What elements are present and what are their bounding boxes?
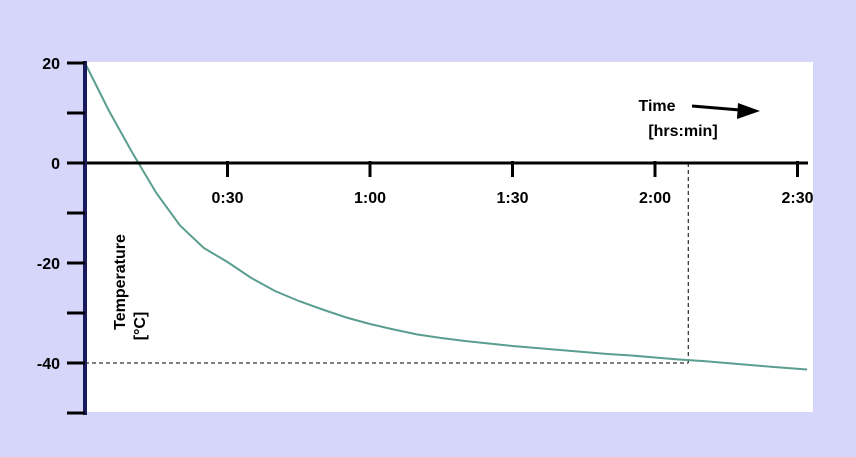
x-axis-label-line2: [hrs:min]	[648, 123, 717, 140]
y-axis-label-line2: [°C]	[132, 312, 149, 341]
x-tick-label-2:00: 2:00	[639, 190, 671, 207]
y-tick-label-20: 20	[42, 56, 60, 73]
x-tick-label-1:00: 1:00	[354, 190, 386, 207]
x-axis-label-line1: Time	[638, 98, 675, 115]
y-tick-label--40: -40	[37, 356, 60, 373]
plot-area	[85, 62, 813, 412]
time-arrow-head-icon	[737, 103, 760, 119]
y-tick-label--20: -20	[37, 256, 60, 273]
x-tick-label-1:30: 1:30	[496, 190, 528, 207]
series-line-0	[84, 62, 808, 371]
y-tick-label-0: 0	[51, 156, 60, 173]
x-tick-label-0:30: 0:30	[211, 190, 243, 207]
time-arrow-shaft	[691, 104, 741, 112]
x-tick-label-2:30: 2:30	[781, 190, 813, 207]
y-axis-label-line1: Temperature	[112, 234, 129, 330]
